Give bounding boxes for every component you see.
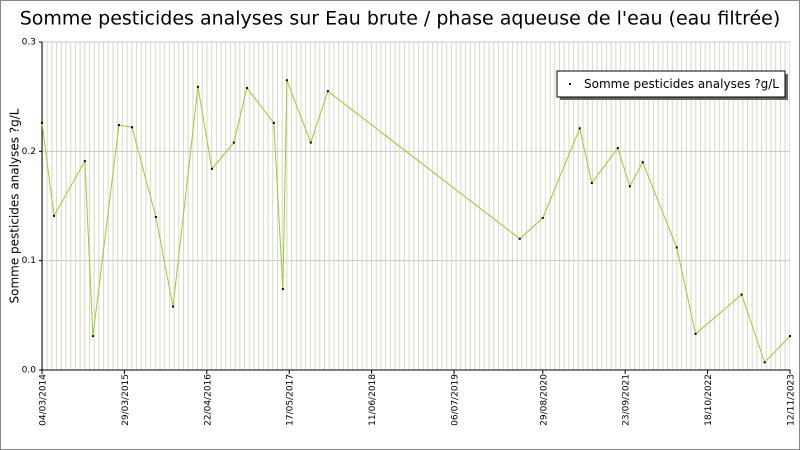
point	[628, 185, 631, 188]
y-tick-label: 0.0	[22, 366, 37, 376]
point	[590, 182, 593, 185]
x-tick-label: 29/08/2020	[539, 374, 549, 426]
x-tick-label: 04/03/2014	[39, 374, 49, 426]
legend-box	[556, 70, 786, 98]
point	[172, 305, 175, 308]
x-tick-label: 29/03/2015	[121, 374, 131, 426]
y-tick-label: 0.3	[22, 38, 36, 48]
point	[53, 214, 56, 217]
point	[518, 237, 521, 240]
point	[210, 167, 213, 170]
point	[285, 79, 288, 82]
x-tick-label: 23/09/2021	[622, 374, 632, 426]
point	[245, 86, 248, 89]
legend-label: Somme pesticides analyses ?g/L	[584, 77, 779, 91]
point	[117, 124, 120, 127]
chart-title: Somme pesticides analyses sur Eau brute …	[20, 8, 781, 30]
point	[154, 215, 157, 218]
point	[281, 288, 284, 291]
point	[578, 127, 581, 130]
point	[91, 335, 94, 338]
point	[694, 332, 697, 335]
point	[616, 147, 619, 150]
x-tick-label: 11/06/2018	[368, 374, 378, 426]
y-tick-label: 0.2	[22, 147, 36, 157]
point	[763, 361, 766, 364]
point	[232, 141, 235, 144]
point	[789, 335, 791, 338]
point	[83, 160, 86, 163]
point	[740, 293, 743, 296]
x-tick-label: 12/11/2023	[787, 374, 797, 426]
point	[541, 217, 544, 220]
point	[309, 141, 312, 144]
legend-marker	[569, 83, 571, 85]
legend: Somme pesticides analyses ?g/L	[556, 70, 788, 100]
point	[675, 246, 678, 249]
point	[641, 161, 644, 164]
x-tick-label: 18/10/2022	[704, 374, 714, 426]
point	[196, 85, 199, 88]
y-axis-label: Somme pesticides analyses ?g/L	[8, 108, 22, 303]
y-tick-label: 0.1	[22, 256, 36, 266]
point	[272, 121, 275, 124]
x-tick-label: 22/04/2016	[203, 374, 213, 426]
point	[326, 90, 329, 93]
x-tick-label: 17/05/2017	[286, 374, 296, 426]
x-tick-label: 06/07/2019	[451, 374, 461, 426]
point	[41, 121, 43, 124]
point	[131, 126, 134, 129]
